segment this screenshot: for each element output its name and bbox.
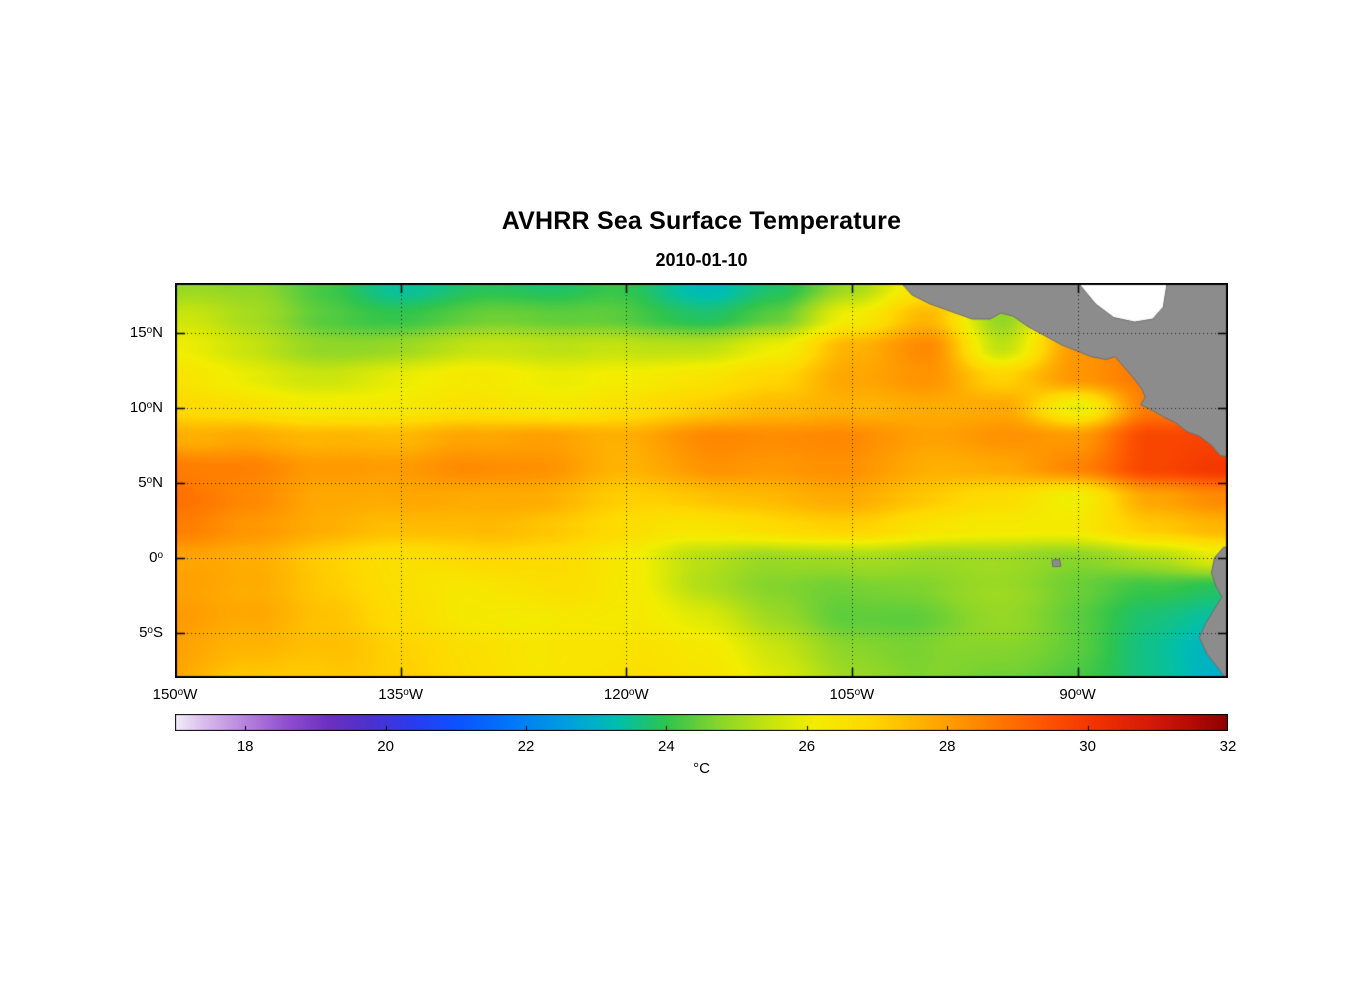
colorbar-tick-label: 24 [658, 738, 675, 755]
y-axis-tick-label: 5oN [138, 473, 163, 491]
x-axis-tick-label: 120oW [603, 686, 649, 703]
colorbar-canvas [175, 714, 1228, 731]
map-plot-area [175, 283, 1228, 678]
y-axis-tick-label: 5oS [139, 623, 163, 641]
chart-subtitle: 2010-01-10 [655, 250, 748, 270]
y-axis-tick-label: 10oN [129, 398, 163, 416]
colorbar-tick-label: 32 [1219, 738, 1237, 755]
colorbar-tick-label: 18 [236, 738, 254, 755]
colorbar-tick-label: 22 [517, 738, 535, 755]
x-axis-tick-label: 150oW [152, 686, 198, 703]
colorbar-unit-label: °C [693, 760, 710, 777]
colorbar-tick-label: 30 [1079, 738, 1096, 755]
colorbar-tick-label: 28 [938, 738, 956, 755]
chart-title: AVHRR Sea Surface Temperature [501, 207, 902, 235]
y-axis-tick-label: 0o [149, 548, 163, 566]
x-axis-tick-label: 135oW [378, 686, 424, 703]
colorbar [175, 714, 1228, 731]
colorbar-tick-label: 20 [377, 738, 394, 755]
sst-heatmap-canvas [175, 283, 1228, 678]
y-axis-tick-label: 15oN [129, 323, 163, 341]
x-axis-tick-label: 90oW [1059, 686, 1096, 703]
colorbar-tick-label: 26 [798, 738, 816, 755]
x-axis-tick-label: 105oW [829, 686, 875, 703]
